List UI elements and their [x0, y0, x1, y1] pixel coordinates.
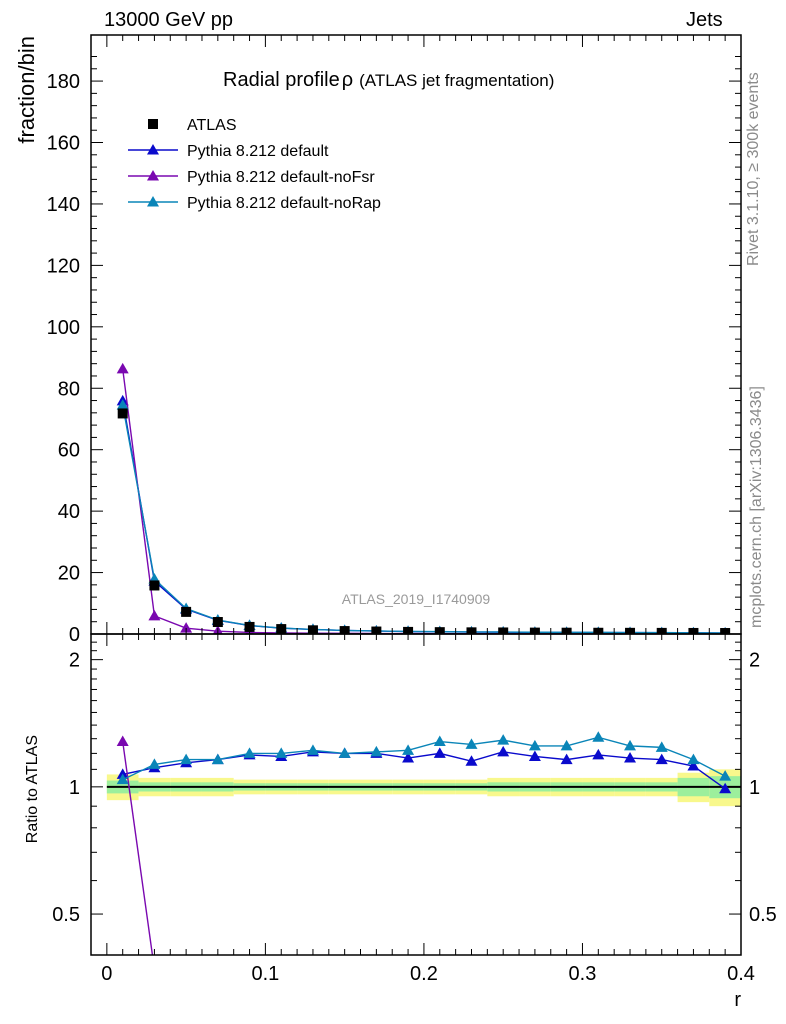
legend-pythia-8-212-default-nofsr-label: Pythia 8.212 default-noFsr: [187, 169, 375, 186]
legend-atlas-marker: [148, 119, 158, 129]
pythia-8-212-default-norap-ratio-marker: [275, 747, 288, 758]
legend-pythia-8-212-default-label: Pythia 8.212 default: [187, 143, 329, 160]
ratio-tick-label-right: 0.5: [749, 904, 777, 926]
pythia-8-212-default-ratio-marker: [592, 748, 605, 760]
legend-pythia-8-212-default-norap-label: Pythia 8.212 default-noRap: [187, 195, 381, 212]
pythia-8-212-default-norap-ratio-marker: [116, 773, 129, 785]
pythia-8-212-default-norap-ratio-marker: [243, 747, 256, 758]
pythia-8-212-default-ratio-marker: [433, 747, 446, 758]
y-tick-label: 60: [58, 440, 80, 462]
analysis-label: ATLAS_2019_I1740909: [342, 591, 491, 607]
ratio-tick-label-left: 2: [69, 650, 80, 672]
pythia-8-212-default-ratio-marker: [624, 752, 637, 763]
legend-atlas-label: ATLAS: [187, 117, 237, 134]
header-right-label: Jets: [686, 9, 723, 31]
pythia-8-212-default-norap-ratio-marker: [655, 741, 668, 752]
pythia-8-212-default-ratio-marker: [497, 745, 510, 757]
x-tick-label: 0.1: [251, 963, 279, 985]
pythia-8-212-default-norap-ratio-marker: [433, 735, 446, 747]
pythia-8-212-default-norap-ratio-marker: [528, 739, 541, 751]
atlas-data-point: [244, 621, 255, 632]
pythia-8-212-default-norap-ratio-marker: [211, 753, 224, 765]
pythia-8-212-default-norap-ratio-line: [122, 736, 726, 781]
chart-title-symbol: ρ: [342, 69, 353, 91]
x-tick-label: 0.4: [727, 963, 755, 985]
chart-title-main: Radial profile: [223, 69, 340, 91]
ratio-tick-label-right: 1: [749, 777, 760, 799]
y-tick-label: 80: [58, 378, 80, 400]
x-tick-label: 0: [101, 963, 112, 985]
pythia-8-212-default-norap-ratio-marker: [592, 731, 605, 742]
pythia-8-212-default-norap-ratio-marker: [370, 745, 383, 757]
ratio-axis-label: Ratio to ATLAS: [24, 735, 41, 843]
pythia-8-212-default-nofsr-ratio-line: [122, 741, 154, 955]
pythia-8-212-default-nofsr-ratio-marker: [148, 963, 160, 974]
y-axis-label: fraction/bin: [14, 36, 39, 144]
legend-pythia-8-212-default-nofsr-marker: [147, 170, 159, 181]
header-left-label: 13000 GeV pp: [104, 9, 233, 31]
ratio-tick-label-right: 2: [749, 650, 760, 672]
pythia-8-212-default-norap-ratio-marker: [497, 734, 510, 745]
y-tick-label: 0: [69, 624, 80, 646]
pythia-8-212-default-norap-ratio-marker: [560, 739, 573, 751]
y-tick-label: 140: [47, 194, 80, 216]
pythia-8-212-default-ratio-marker: [560, 753, 573, 765]
pythia-8-212-default-norap-ratio-marker: [148, 758, 161, 769]
y-tick-label: 160: [47, 133, 80, 155]
pythia-8-212-default-ratio-marker: [528, 750, 541, 761]
pythia-8-212-default-ratio-marker: [655, 753, 668, 765]
ratio-tick-label-left: 0.5: [52, 904, 80, 926]
pythia-8-212-default-norap-ratio-marker: [338, 747, 351, 758]
legend-pythia-8-212-default-marker: [147, 144, 159, 155]
ratio-tick-label-left: 1: [69, 777, 80, 799]
pythia-8-212-default-nofsr-ratio-marker: [116, 735, 129, 747]
y-tick-label: 20: [58, 563, 80, 585]
atlas-data-point: [181, 606, 192, 617]
pythia-8-212-default-ratio-marker: [687, 760, 700, 771]
pythia-8-212-default-norap-ratio-marker: [306, 744, 319, 755]
atlas-data-point: [117, 408, 128, 419]
pythia-8-212-default-norap-ratio-marker: [624, 739, 637, 751]
pythia-8-212-default-norap-ratio-marker: [402, 744, 415, 755]
pythia-8-212-default-norap-ratio-marker: [687, 753, 700, 765]
pythia-8-212-default-norap-ratio-marker: [719, 770, 732, 781]
atlas-data-point: [149, 580, 160, 591]
legend-pythia-8-212-default-norap-marker: [147, 196, 159, 207]
chart-title: Radial profile ρ (ATLAS jet fragmentation): [223, 69, 554, 91]
pythia-8-212-default-nofsr-marker: [148, 609, 161, 621]
atlas-data-point: [212, 617, 223, 628]
x-axis-label: r: [734, 989, 741, 1011]
pythia-8-212-default-ratio-marker: [719, 782, 732, 794]
pythia-8-212-default-norap-ratio-marker: [180, 753, 193, 765]
pythia-8-212-default-nofsr-marker: [180, 622, 193, 633]
pythia-8-212-default-nofsr-marker: [116, 362, 129, 374]
pythia-8-212-default-norap-marker: [116, 399, 129, 410]
y-tick-label: 40: [58, 501, 80, 523]
ratio-panel-frame: [90, 633, 742, 956]
ratio-panel-content: [106, 731, 741, 974]
y-tick-label: 180: [47, 71, 80, 93]
x-tick-label: 0.2: [410, 963, 438, 985]
x-tick-label: 0.3: [569, 963, 597, 985]
y-tick-label: 100: [47, 317, 80, 339]
y-tick-label: 120: [47, 255, 80, 277]
pythia-8-212-default-ratio-marker: [465, 755, 478, 766]
pythia-8-212-default-norap-ratio-marker: [465, 738, 478, 749]
pythia-8-212-default-ratio-marker: [402, 752, 415, 763]
chart-subtitle: (ATLAS jet fragmentation): [359, 71, 554, 90]
